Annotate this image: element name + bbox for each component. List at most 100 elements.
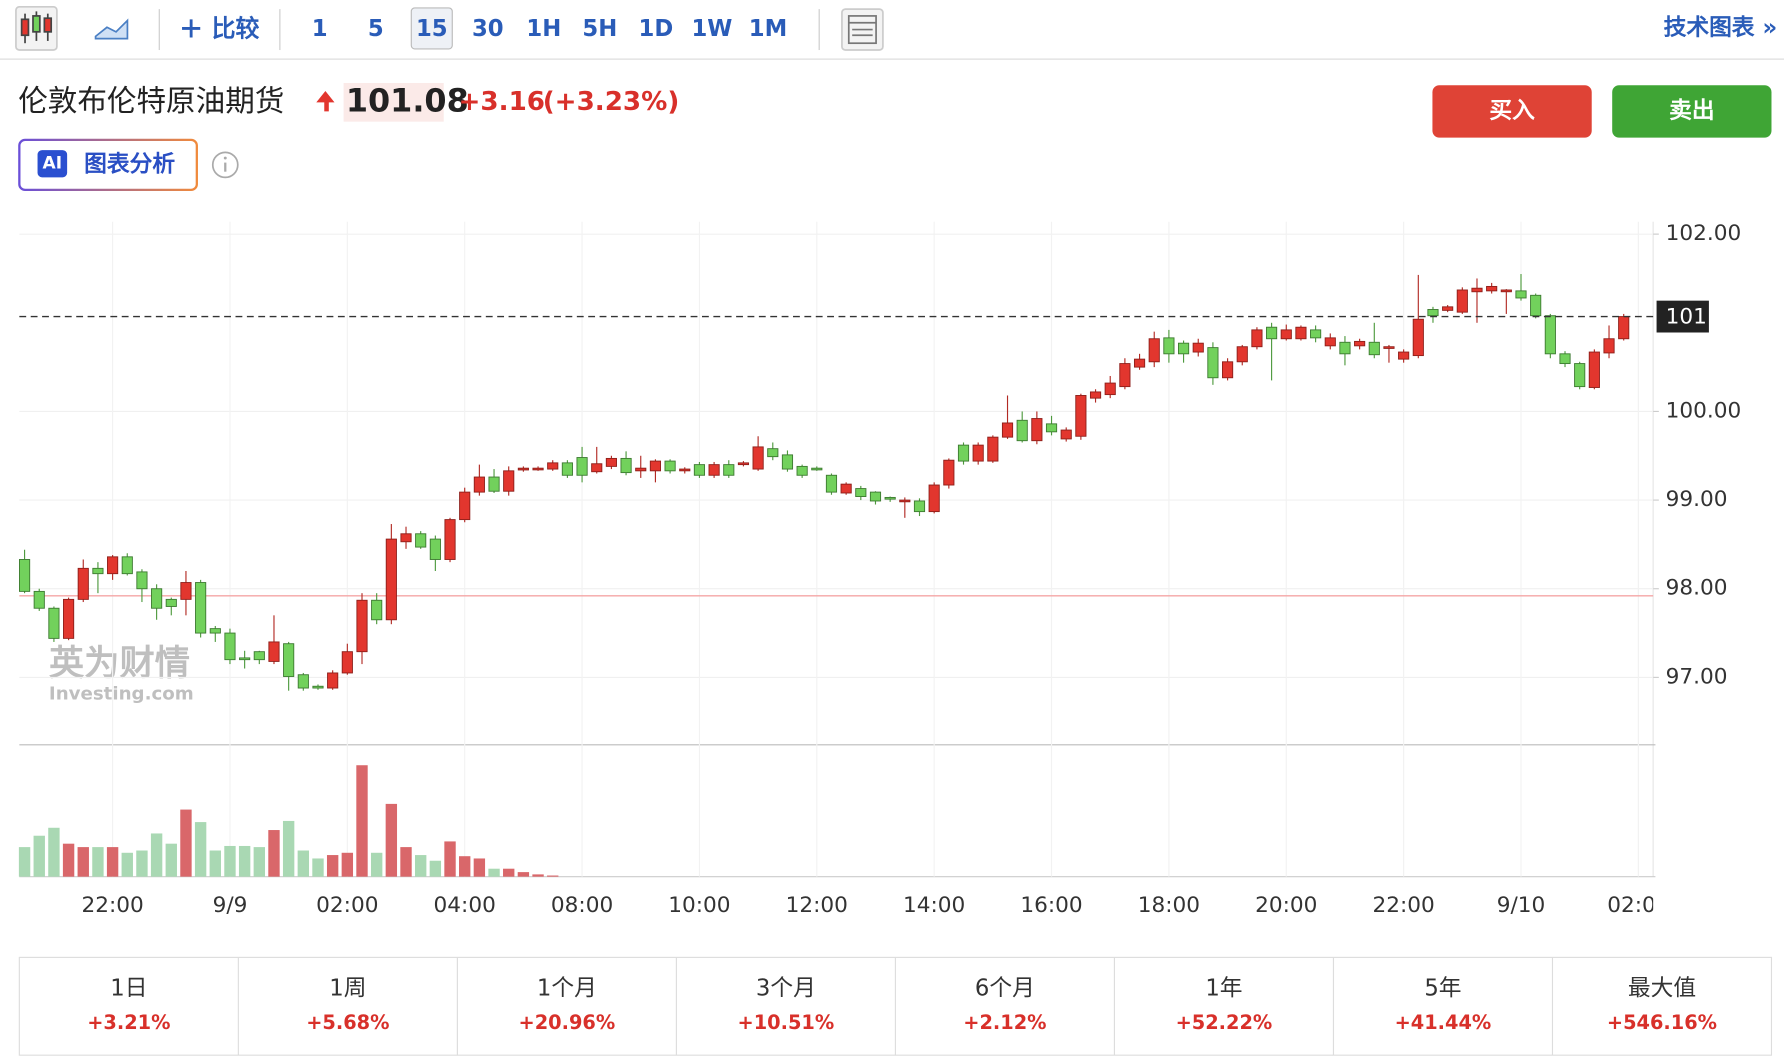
candle-body: [1500, 289, 1512, 293]
volume-bar: [444, 841, 456, 877]
candle-body: [576, 457, 588, 476]
tech-chart-link[interactable]: 技术图表 »: [1664, 15, 1778, 41]
candle-body: [561, 462, 573, 476]
candle-body: [488, 476, 500, 492]
candle-body: [928, 484, 940, 513]
interval-button[interactable]: 1W: [691, 16, 732, 42]
period-label[interactable]: 1个月: [537, 976, 597, 1002]
period-change: +41.44%: [1395, 1011, 1492, 1034]
up-arrow: [316, 90, 335, 112]
volume-bar: [532, 874, 544, 877]
volume-bar: [62, 843, 75, 877]
interval-button[interactable]: 1H: [526, 16, 561, 42]
candle-body: [869, 491, 882, 502]
compare-button[interactable]: 比较: [182, 15, 260, 43]
quote-header: 伦敦布伦特原油期货 101.08 +3.16 (+3.23%) 买入 卖出 AI…: [18, 81, 1772, 192]
x-tick-label: 18:00: [1138, 893, 1200, 918]
candle-body: [591, 463, 603, 473]
candle-body: [239, 657, 251, 661]
candle-body: [1016, 419, 1028, 442]
candle-body: [1060, 429, 1072, 440]
volume-bar: [48, 827, 60, 877]
x-tick-label: 9/10: [1497, 893, 1546, 918]
period-label[interactable]: 5年: [1424, 976, 1461, 1002]
x-tick-label: 20:00: [1255, 893, 1317, 918]
candle-body: [400, 533, 412, 543]
volume-bar: [268, 830, 280, 877]
period-change: +20.96%: [519, 1011, 616, 1034]
period-label[interactable]: 1周: [329, 976, 366, 1002]
candle-body: [1192, 342, 1204, 353]
candle-body: [1339, 341, 1351, 355]
candle-body: [1442, 306, 1454, 311]
info-icon[interactable]: [211, 151, 239, 179]
candle-body: [19, 559, 31, 592]
volume-bar: [165, 843, 177, 877]
compare-label[interactable]: 比较: [212, 15, 260, 43]
volume-bar: [238, 845, 251, 877]
candle-body: [899, 499, 911, 503]
period-change: +10.51%: [738, 1011, 835, 1034]
x-tick-label: 08:00: [551, 893, 613, 918]
candle-body: [341, 651, 353, 674]
x-tick-label: 10:00: [668, 893, 730, 918]
candle-body: [767, 448, 779, 458]
y-tick-label: 102.00: [1666, 221, 1742, 246]
candle-body: [1119, 363, 1131, 388]
candle-body: [1045, 423, 1058, 433]
sell-label[interactable]: 卖出: [1669, 98, 1714, 124]
candle-body: [268, 641, 280, 662]
buy-button[interactable]: 买入: [1432, 85, 1592, 138]
period-label[interactable]: 1年: [1205, 976, 1242, 1002]
ai-analysis-button[interactable]: AI 图表分析: [18, 138, 198, 192]
period-label[interactable]: 3个月: [756, 976, 816, 1002]
candle-body: [972, 444, 984, 462]
area-icon[interactable]: [94, 18, 129, 40]
candle-icon[interactable]: [15, 5, 58, 51]
interval-button[interactable]: 5: [368, 16, 384, 42]
candle-body: [444, 519, 456, 560]
candle-body: [1266, 326, 1278, 340]
period-label[interactable]: 6个月: [975, 976, 1035, 1002]
candle-body: [385, 538, 397, 621]
volume-bar: [282, 820, 295, 877]
candle-body: [1075, 395, 1087, 437]
interval-button[interactable]: 5H: [582, 16, 617, 42]
interval-button[interactable]: 30: [472, 16, 504, 42]
volume-bar: [77, 847, 89, 877]
volume-bar: [326, 855, 339, 877]
volume-bar: [297, 850, 310, 877]
candle-body: [1148, 338, 1160, 363]
news-icon[interactable]: [841, 8, 884, 51]
candle-body: [884, 496, 896, 500]
candle-body: [33, 590, 45, 609]
volume-bar: [194, 822, 207, 877]
interval-button[interactable]: 15: [416, 16, 448, 42]
interval-active[interactable]: [410, 7, 453, 50]
candle-body: [136, 571, 148, 590]
candle-body: [473, 476, 485, 493]
interval-button[interactable]: 1M: [749, 16, 787, 42]
ai-label[interactable]: 图表分析: [84, 151, 175, 177]
candle-body: [693, 464, 706, 476]
interval-button[interactable]: 1D: [639, 16, 674, 42]
ai-icon[interactable]: AI: [43, 154, 63, 174]
candle-body: [679, 468, 691, 472]
candle-body: [1412, 318, 1424, 357]
candle-body: [840, 483, 852, 494]
candle-body: [649, 460, 661, 472]
candle-body: [1207, 347, 1219, 379]
volume-bar: [136, 850, 148, 877]
interval-button[interactable]: 1: [312, 16, 328, 42]
period-label[interactable]: 最大值: [1628, 976, 1696, 1002]
candle-body: [752, 446, 764, 470]
price-change-pct: (+3.23%): [543, 87, 680, 117]
volume-bar: [488, 868, 500, 877]
candle-body: [63, 598, 75, 639]
sell-button[interactable]: 卖出: [1612, 85, 1772, 138]
candle-body: [723, 464, 735, 476]
period-label[interactable]: 1日: [110, 976, 147, 1002]
candle-body: [1163, 337, 1175, 355]
buy-label[interactable]: 买入: [1489, 98, 1535, 124]
